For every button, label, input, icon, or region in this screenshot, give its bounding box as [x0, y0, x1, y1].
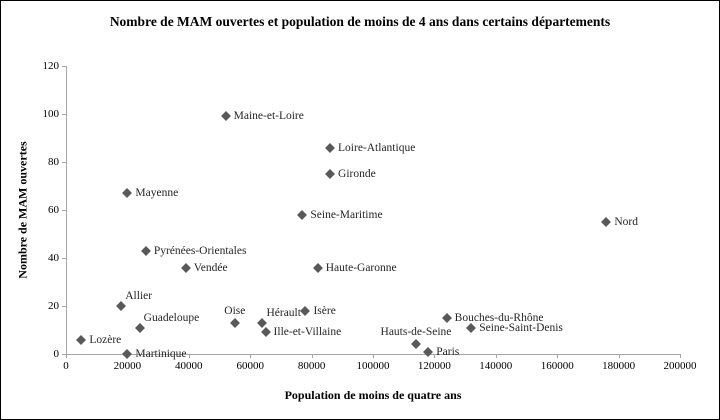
y-axis-tick	[62, 258, 66, 259]
x-axis-tick-label: 0	[63, 360, 69, 372]
y-axis-tick	[62, 66, 66, 67]
data-point-label: Hérault	[266, 306, 301, 319]
data-point-label: Guadeloupe	[143, 311, 200, 324]
y-axis-tick	[62, 210, 66, 211]
y-axis-tick	[62, 354, 66, 355]
y-axis-tick-label: 40	[48, 252, 59, 264]
x-axis-tick	[311, 354, 313, 358]
data-point-label: Maine-et-Loire	[233, 110, 304, 123]
data-point-label: Martinique	[135, 348, 187, 360]
data-point-label: Ille-et-Villaine	[273, 326, 342, 339]
x-axis-tick	[495, 354, 497, 358]
x-axis-tick	[66, 354, 67, 358]
x-axis-tick	[250, 354, 252, 358]
x-axis-tick-label: 200000	[663, 360, 697, 372]
x-axis-tick-label: 40000	[175, 360, 203, 372]
data-point-label: Hauts-de-Seine	[380, 326, 452, 339]
x-axis-tick	[618, 354, 620, 358]
x-axis-tick-label: 20000	[113, 360, 142, 372]
y-axis-tick-label: 80	[48, 156, 59, 168]
chart-title: Nombre de MAM ouvertes et population de …	[109, 14, 611, 29]
data-point-label: Vendée	[193, 261, 228, 274]
data-point-label: Seine-Maritime	[310, 208, 383, 221]
data-point-label: Haute-Garonne	[325, 261, 397, 274]
data-point-label: Nord	[614, 216, 638, 228]
x-axis-tick	[434, 354, 436, 358]
x-axis-tick-label: 180000	[602, 360, 636, 372]
data-point-label: Bouches-du-Rhône	[454, 312, 544, 324]
data-point-label: Pyrénées-Orientales	[153, 244, 247, 257]
data-point-label: Isère	[313, 304, 336, 317]
x-axis-tick	[680, 354, 681, 358]
y-axis-tick-label: 120	[42, 60, 60, 72]
data-point-label: Loire-Atlantique	[338, 141, 416, 154]
y-axis-tick-label: 20	[48, 300, 59, 312]
x-axis-tick-label: 120000	[417, 360, 451, 372]
x-axis-tick	[373, 354, 374, 358]
y-axis-tick	[62, 114, 66, 115]
data-point-label: Seine-Saint-Denis	[479, 321, 563, 334]
x-axis-title: Population de moins de quatre ans	[284, 388, 462, 402]
x-axis-tick-label: 80000	[297, 360, 326, 372]
data-point-label: Paris	[436, 345, 460, 358]
x-axis-tick-label: 60000	[236, 360, 264, 372]
y-axis-tick	[62, 162, 66, 163]
y-axis-tick	[62, 306, 66, 307]
data-point-label: Gironde	[338, 168, 376, 180]
data-point-label: Allier	[125, 290, 153, 302]
x-axis-tick	[557, 354, 559, 358]
data-point-label: Oise	[224, 304, 246, 317]
x-axis-tick-label: 100000	[356, 360, 390, 372]
y-axis-tick-label: 60	[48, 204, 59, 216]
y-axis-tick-label: 0	[53, 348, 60, 360]
data-point-label: Lozère	[89, 333, 122, 346]
data-point-label: Mayenne	[135, 187, 179, 200]
y-axis-tick-label: 100	[42, 108, 60, 120]
x-axis-tick	[188, 354, 190, 358]
x-axis-tick-label: 160000	[540, 360, 574, 372]
x-axis-tick-label: 140000	[479, 360, 513, 372]
